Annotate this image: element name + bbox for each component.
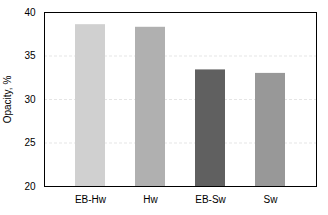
- svg-text:Opacity, %: Opacity, %: [2, 76, 13, 124]
- svg-text:EB-Sw: EB-Sw: [195, 194, 226, 205]
- svg-text:Hw: Hw: [143, 194, 158, 205]
- svg-text:35: 35: [24, 50, 36, 61]
- svg-text:Sw: Sw: [264, 194, 279, 205]
- svg-text:30: 30: [24, 94, 36, 105]
- svg-text:20: 20: [24, 181, 36, 192]
- svg-text:EB-Hw: EB-Hw: [75, 194, 107, 205]
- svg-text:25: 25: [24, 137, 36, 148]
- svg-text:40: 40: [24, 7, 36, 18]
